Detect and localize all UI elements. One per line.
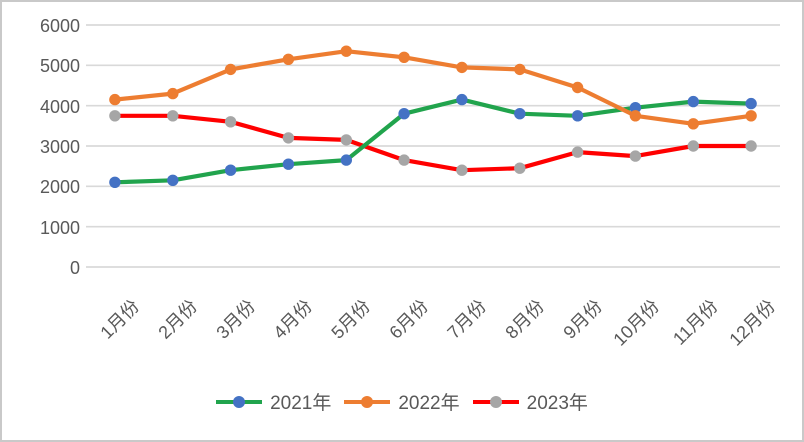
series-marker-2021年 bbox=[514, 108, 526, 120]
legend-label: 2023年 bbox=[526, 393, 588, 414]
series-marker-2022年 bbox=[224, 63, 237, 76]
legend-line-marker-icon bbox=[344, 395, 391, 408]
series-marker-2021年 bbox=[629, 102, 642, 114]
series-line-2023年 bbox=[112, 113, 754, 173]
legend-label: 2022年 bbox=[398, 393, 460, 414]
legend-line-marker-icon bbox=[472, 395, 519, 408]
legend-marker-sample bbox=[233, 395, 246, 408]
series-marker-2022年 bbox=[514, 63, 526, 76]
series-marker-2022年 bbox=[282, 53, 295, 65]
series-marker-2023年 bbox=[571, 146, 584, 158]
legend-line-marker-icon bbox=[216, 395, 263, 408]
legend-item-2023年: 2023年 bbox=[472, 388, 588, 415]
series-marker-2023年 bbox=[745, 140, 757, 152]
y-axis-tick-label: 5000 bbox=[39, 56, 80, 77]
legend: 2021年 2022年 2023年 bbox=[2, 388, 802, 415]
series-marker-2022年 bbox=[456, 61, 468, 74]
series-marker-2021年 bbox=[340, 154, 352, 166]
y-axis-tick-label: 4000 bbox=[39, 96, 80, 117]
series-marker-2022年 bbox=[571, 81, 584, 94]
series-marker-2022年 bbox=[398, 51, 410, 63]
y-axis-tick-label: 1000 bbox=[39, 217, 80, 238]
series-marker-2021年 bbox=[282, 158, 295, 170]
y-axis-tick-label: 3000 bbox=[39, 137, 80, 157]
y-axis-tick-label: 6000 bbox=[39, 16, 80, 36]
y-axis-tick-label: 0 bbox=[69, 258, 80, 278]
series-marker-2023年 bbox=[224, 116, 237, 128]
series-marker-2022年 bbox=[109, 93, 121, 106]
series-marker-2022年 bbox=[687, 118, 699, 130]
series-marker-2023年 bbox=[398, 154, 410, 166]
series-marker-2023年 bbox=[282, 132, 295, 144]
series-marker-2022年 bbox=[629, 110, 642, 122]
series-marker-2021年 bbox=[571, 110, 584, 122]
series-marker-2021年 bbox=[687, 95, 699, 108]
legend-item-2022年: 2022年 bbox=[344, 388, 460, 415]
series-marker-2023年 bbox=[167, 110, 179, 122]
series-marker-2021年 bbox=[398, 108, 410, 120]
legend-marker-sample bbox=[489, 395, 502, 408]
series-marker-2023年 bbox=[629, 150, 642, 162]
series-marker-2021年 bbox=[167, 174, 179, 186]
series-marker-2021年 bbox=[109, 176, 121, 188]
series-marker-2021年 bbox=[456, 93, 468, 106]
series-marker-2022年 bbox=[340, 45, 352, 57]
series-marker-2023年 bbox=[456, 164, 468, 176]
y-axis-tick-label: 2000 bbox=[39, 177, 80, 198]
series-marker-2023年 bbox=[340, 134, 352, 146]
legend-label: 2021年 bbox=[270, 393, 332, 414]
series-marker-2021年 bbox=[224, 164, 237, 176]
series-line-2022年 bbox=[112, 49, 754, 126]
series-marker-2021年 bbox=[745, 97, 757, 110]
series-marker-2023年 bbox=[109, 110, 121, 122]
series-marker-2023年 bbox=[514, 162, 526, 174]
legend-marker-sample bbox=[361, 395, 374, 408]
series-marker-2022年 bbox=[167, 87, 179, 100]
series-marker-2023年 bbox=[687, 140, 699, 152]
series-line-2021年 bbox=[112, 97, 754, 185]
series-marker-2022年 bbox=[745, 110, 757, 122]
legend-item-2021年: 2021年 bbox=[216, 388, 331, 415]
